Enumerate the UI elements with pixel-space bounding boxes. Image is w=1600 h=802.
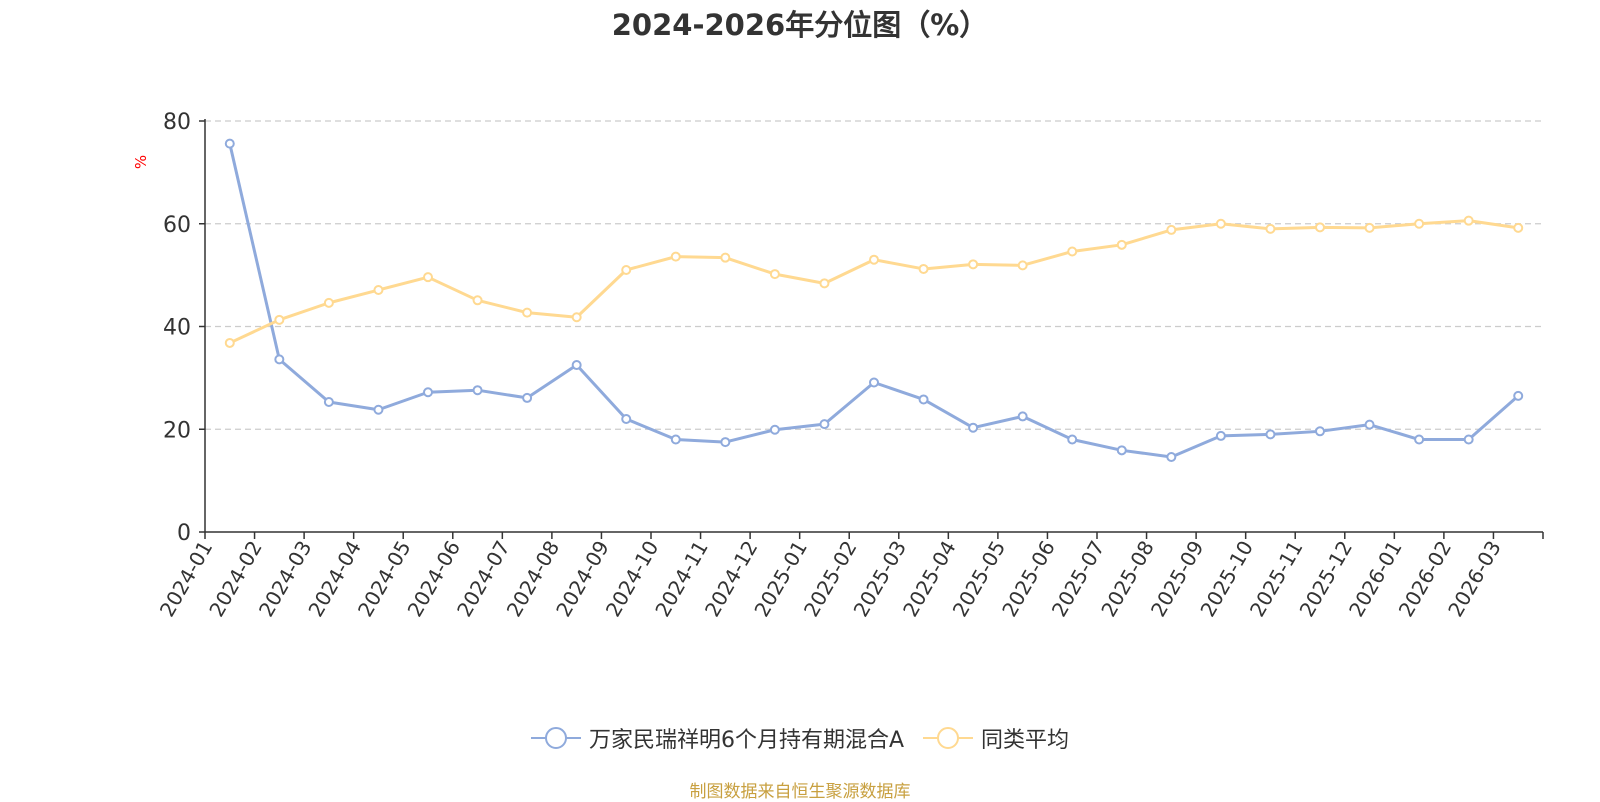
legend-label-fund: 万家民瑞祥明6个月持有期混合A <box>588 728 905 753</box>
data-point-1 <box>1414 218 1425 229</box>
data-point-1 <box>670 251 681 262</box>
series-line-1 <box>229 219 1519 345</box>
data-point-0 <box>670 434 681 445</box>
data-point-1 <box>1116 239 1127 250</box>
data-point-0 <box>1017 411 1028 422</box>
data-point-1 <box>1364 222 1375 233</box>
data-point-1 <box>769 269 780 280</box>
data-point-0 <box>621 413 632 424</box>
data-point-0 <box>1315 426 1325 437</box>
legend: 万家民瑞祥明6个月持有期混合A 同类平均 <box>0 722 1600 757</box>
data-point-0 <box>1463 434 1474 445</box>
data-point-0 <box>968 422 979 433</box>
data-point-1 <box>1017 260 1028 271</box>
data-point-1 <box>1265 223 1276 234</box>
data-point-0 <box>1265 429 1276 440</box>
data-point-0 <box>720 437 731 448</box>
y-tick-label: 60 <box>163 213 191 238</box>
data-point-1 <box>571 312 582 323</box>
data-point-1 <box>423 272 433 283</box>
data-point-0 <box>1414 434 1425 445</box>
data-point-1 <box>621 264 632 275</box>
data-point-0 <box>769 424 780 435</box>
series-lines <box>224 138 1524 462</box>
source-note: 制图数据来自恒生聚源数据库 <box>689 782 911 802</box>
line-chart: 0204060802024-012024-022024-032024-04202… <box>132 110 1544 621</box>
data-point-1 <box>522 307 533 318</box>
data-point-0 <box>323 397 334 408</box>
data-point-1 <box>1215 218 1226 229</box>
data-point-0 <box>918 394 929 405</box>
axes: 0204060802024-012024-022024-032024-04202… <box>155 110 1544 621</box>
data-point-1 <box>918 263 929 274</box>
data-point-1 <box>1166 224 1177 235</box>
data-point-0 <box>869 377 879 388</box>
data-point-1 <box>869 254 879 265</box>
data-point-0 <box>1513 390 1524 401</box>
legend-item-peer-average[interactable]: 同类平均 <box>923 722 1069 754</box>
data-point-0 <box>571 360 582 371</box>
legend-marker-fund <box>530 727 581 749</box>
y-tick-label: 80 <box>163 110 191 135</box>
legend-label-peer-average: 同类平均 <box>981 728 1070 753</box>
data-point-0 <box>472 385 483 396</box>
data-point-1 <box>323 297 334 308</box>
data-point-1 <box>1463 215 1474 226</box>
data-point-1 <box>819 278 830 289</box>
data-point-1 <box>224 337 235 348</box>
legend-marker-peer-average <box>923 727 974 749</box>
data-point-0 <box>373 404 384 415</box>
data-point-0 <box>274 354 285 365</box>
chart-title: 2024-2026年分位图（%） <box>611 8 989 42</box>
data-point-0 <box>1364 419 1375 430</box>
y-tick-label: 0 <box>177 521 191 546</box>
data-point-1 <box>968 259 979 270</box>
data-point-0 <box>819 419 830 430</box>
data-point-1 <box>720 252 731 263</box>
data-point-0 <box>1215 430 1226 441</box>
data-point-0 <box>1116 445 1127 456</box>
data-point-1 <box>373 285 384 296</box>
data-point-0 <box>1166 451 1177 462</box>
y-tick-label: 40 <box>163 316 191 341</box>
data-point-1 <box>472 295 483 306</box>
data-point-0 <box>1067 434 1078 445</box>
data-point-1 <box>1067 246 1078 257</box>
data-point-1 <box>1315 222 1325 233</box>
data-point-0 <box>423 387 433 398</box>
series-line-0 <box>228 143 1520 459</box>
legend-item-fund[interactable]: 万家民瑞祥明6个月持有期混合A <box>530 722 905 754</box>
data-point-1 <box>274 314 285 325</box>
y-axis-label: % <box>132 155 150 169</box>
data-point-1 <box>1513 222 1524 233</box>
data-point-0 <box>522 392 533 403</box>
y-tick-label: 20 <box>163 418 191 443</box>
data-point-0 <box>224 138 235 149</box>
